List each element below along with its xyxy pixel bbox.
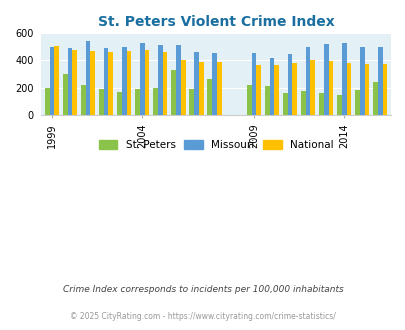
Bar [341, 43, 346, 116]
Bar [98, 89, 103, 116]
Bar [274, 65, 279, 116]
Bar [246, 84, 251, 116]
Bar [336, 95, 341, 116]
Bar [328, 61, 333, 116]
Bar [269, 58, 274, 115]
Bar [122, 48, 126, 115]
Bar [310, 60, 315, 116]
Bar [162, 51, 167, 116]
Bar [144, 50, 149, 115]
Bar [90, 51, 95, 116]
Bar [211, 53, 216, 116]
Bar [282, 93, 287, 115]
Bar [134, 89, 139, 116]
Bar [377, 48, 382, 115]
Bar [382, 64, 386, 115]
Bar [139, 43, 144, 116]
Bar [354, 90, 359, 115]
Bar [81, 85, 85, 115]
Bar [72, 50, 77, 115]
Bar [54, 46, 59, 116]
Bar [264, 86, 269, 115]
Bar [193, 52, 198, 116]
Bar [49, 48, 54, 115]
Bar [188, 89, 193, 116]
Bar [300, 91, 305, 116]
Bar [364, 64, 369, 115]
Bar [359, 47, 364, 116]
Bar [153, 88, 157, 115]
Bar [256, 65, 260, 116]
Bar [198, 62, 203, 116]
Bar [180, 60, 185, 116]
Bar [67, 48, 72, 116]
Bar [287, 54, 292, 116]
Bar [372, 82, 377, 116]
Bar [157, 45, 162, 116]
Bar [171, 70, 175, 115]
Text: © 2025 CityRating.com - https://www.cityrating.com/crime-statistics/: © 2025 CityRating.com - https://www.city… [70, 313, 335, 321]
Bar [305, 47, 310, 116]
Bar [207, 79, 211, 115]
Title: St. Peters Violent Crime Index: St. Peters Violent Crime Index [98, 15, 334, 29]
Bar [62, 74, 67, 116]
Bar [117, 92, 121, 116]
Bar [318, 93, 323, 115]
Bar [103, 48, 108, 116]
Bar [45, 88, 49, 115]
Bar [292, 63, 296, 116]
Bar [126, 51, 131, 116]
Bar [108, 51, 113, 116]
Bar [323, 44, 328, 115]
Legend: St. Peters, Missouri, National: St. Peters, Missouri, National [95, 137, 336, 153]
Bar [346, 63, 351, 116]
Bar [216, 62, 221, 116]
Bar [85, 41, 90, 115]
Text: Crime Index corresponds to incidents per 100,000 inhabitants: Crime Index corresponds to incidents per… [62, 285, 343, 294]
Bar [251, 53, 256, 116]
Bar [175, 45, 180, 116]
